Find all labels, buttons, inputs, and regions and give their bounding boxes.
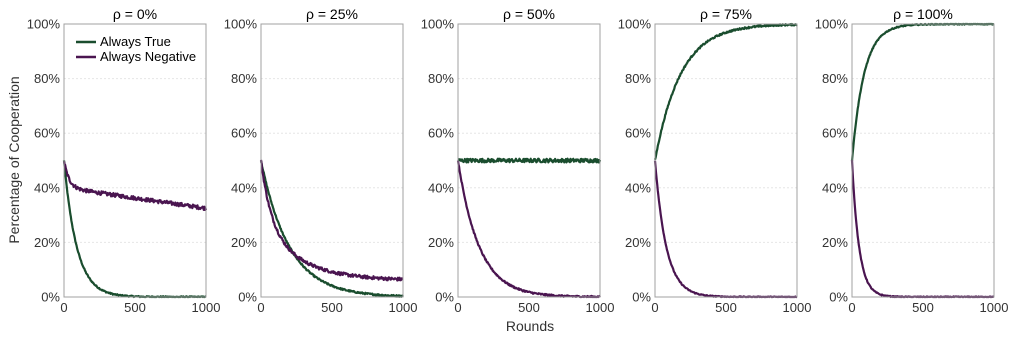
y-tick-label: 80% <box>428 71 454 86</box>
x-tick-label: 0 <box>651 300 658 315</box>
x-tick-label: 0 <box>848 300 855 315</box>
x-tick-label: 500 <box>912 300 934 315</box>
y-tick-label: 20% <box>625 235 651 250</box>
panel-title: ρ = 75% <box>700 6 752 22</box>
y-tick-label: 0% <box>435 290 454 305</box>
chart-panel-2: ρ = 25% 0% 20% 40% 60% 80% 100% 0 500 1000 <box>224 6 418 315</box>
panel-title: ρ = 0% <box>113 6 157 22</box>
y-tick-label: 80% <box>34 71 60 86</box>
series-line-always-true <box>850 22 995 161</box>
x-tick-label: 1000 <box>192 300 221 315</box>
series-line-always-negative <box>62 161 208 212</box>
y-tick-label: 80% <box>822 71 848 86</box>
x-tick-label: 1000 <box>586 300 615 315</box>
y-tick-label: 100% <box>815 17 849 32</box>
legend-label: Always Negative <box>100 49 196 64</box>
chart-panels: ρ = 0% 0% 20% 40% 60% 80% 100% 0 500 1000 Always T… <box>27 6 1009 315</box>
x-axis-label: Rounds <box>506 318 554 334</box>
chart-panel-4: ρ = 75% 0% 20% 40% 60% 80% 100% 0 500 1000 <box>618 6 812 315</box>
x-tick-label: 1000 <box>783 300 812 315</box>
x-tick-label: 500 <box>715 300 737 315</box>
y-tick-label: 40% <box>231 180 257 195</box>
x-tick-label: 500 <box>124 300 146 315</box>
y-tick-label: 20% <box>231 235 257 250</box>
series-line-always-true <box>259 160 404 298</box>
y-tick-label: 100% <box>618 17 652 32</box>
y-tick-label: 0% <box>632 290 651 305</box>
x-tick-label: 500 <box>321 300 343 315</box>
x-tick-label: 0 <box>454 300 461 315</box>
y-tick-label: 100% <box>27 17 61 32</box>
y-tick-label: 100% <box>421 17 455 32</box>
series-line-always-true <box>457 157 602 164</box>
chart-panel-5: ρ = 100% 0% 20% 40% 60% 80% 100% 0 500 1000 <box>815 6 1009 315</box>
y-axis-label: Percentage of Cooperation <box>6 76 22 243</box>
plot-frame <box>63 23 207 298</box>
y-tick-label: 20% <box>428 235 454 250</box>
y-tick-label: 60% <box>231 126 257 141</box>
y-tick-label: 0% <box>829 290 848 305</box>
series-line-always-true <box>653 22 798 161</box>
series-line-always-negative <box>259 159 404 282</box>
chart-panel-1: ρ = 0% 0% 20% 40% 60% 80% 100% 0 500 1000 Always T… <box>27 6 221 315</box>
y-tick-label: 40% <box>34 180 60 195</box>
series-line-always-true <box>62 160 207 299</box>
x-tick-label: 1000 <box>389 300 418 315</box>
y-tick-label: 60% <box>34 126 60 141</box>
y-tick-label: 0% <box>238 290 257 305</box>
y-tick-label: 40% <box>428 180 454 195</box>
plot-frame <box>457 23 601 298</box>
y-tick-label: 20% <box>822 235 848 250</box>
series-line-always-negative <box>456 160 601 299</box>
x-tick-label: 1000 <box>980 300 1009 315</box>
y-tick-label: 60% <box>428 126 454 141</box>
y-tick-label: 60% <box>822 126 848 141</box>
panel-title: ρ = 50% <box>503 6 555 22</box>
x-tick-label: 0 <box>257 300 264 315</box>
y-tick-label: 40% <box>625 180 651 195</box>
panel-title: ρ = 100% <box>893 6 953 22</box>
y-tick-label: 80% <box>625 71 651 86</box>
chart-panel-3: ρ = 50% 0% 20% 40% 60% 80% 100% 0 500 1000 <box>421 6 615 315</box>
y-tick-label: 0% <box>41 290 60 305</box>
series-line-always-negative <box>850 160 995 299</box>
y-tick-label: 100% <box>224 17 258 32</box>
y-tick-label: 40% <box>822 180 848 195</box>
series-line-always-negative <box>653 160 798 299</box>
x-tick-label: 500 <box>518 300 540 315</box>
y-tick-label: 60% <box>625 126 651 141</box>
x-tick-label: 0 <box>60 300 67 315</box>
plot-frame <box>851 23 995 298</box>
plot-frame <box>654 23 798 298</box>
plot-frame <box>260 23 404 298</box>
y-tick-label: 20% <box>34 235 60 250</box>
panel-title: ρ = 25% <box>306 6 358 22</box>
y-tick-label: 80% <box>231 71 257 86</box>
legend-label: Always True <box>100 34 171 49</box>
